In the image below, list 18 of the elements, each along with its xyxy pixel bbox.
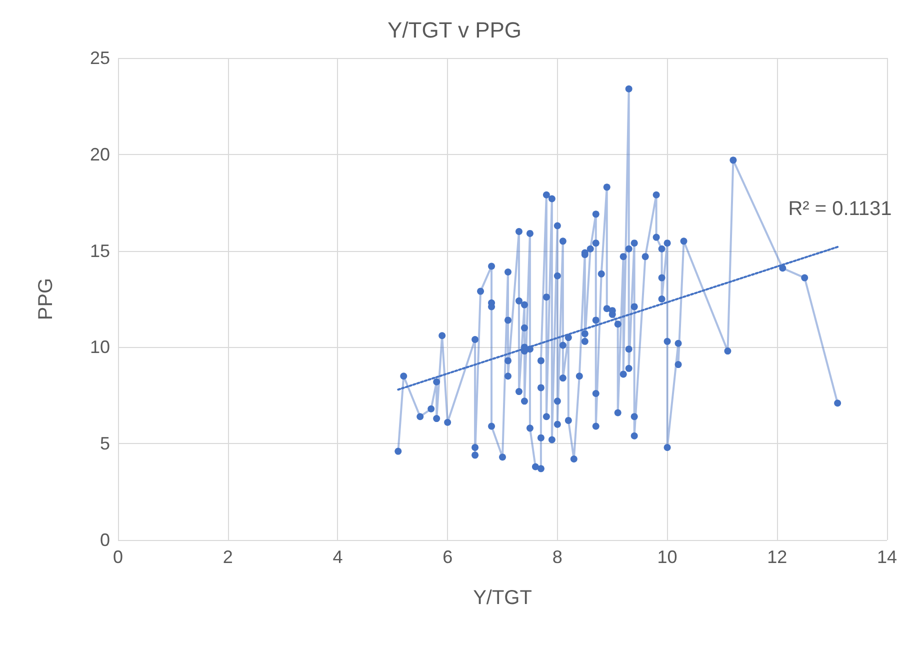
x-tick-label: 2: [222, 547, 233, 567]
y-tick-label: 0: [100, 530, 110, 550]
x-tick-label: 12: [767, 547, 788, 567]
x-axis-title: Y/TGT: [473, 587, 532, 609]
y-tick-label: 20: [90, 144, 110, 164]
y-tick-label: 25: [90, 48, 110, 68]
x-tick-label: 14: [876, 547, 898, 567]
x-tick-label: 10: [657, 547, 678, 567]
annotation: R² = 0.1131: [788, 198, 892, 220]
chart-title: Y/TGT v PPG: [387, 18, 522, 42]
x-tick-label: 8: [552, 547, 562, 567]
y-tick-label: 5: [100, 434, 110, 454]
x-tick-label: 0: [112, 547, 124, 567]
x-tick-label: 4: [332, 547, 343, 567]
y-tick-label: 15: [90, 240, 110, 261]
y-tick-label: 10: [90, 337, 110, 358]
x-tick-label: 6: [442, 547, 453, 567]
y-axis-title: PPG: [35, 278, 57, 320]
